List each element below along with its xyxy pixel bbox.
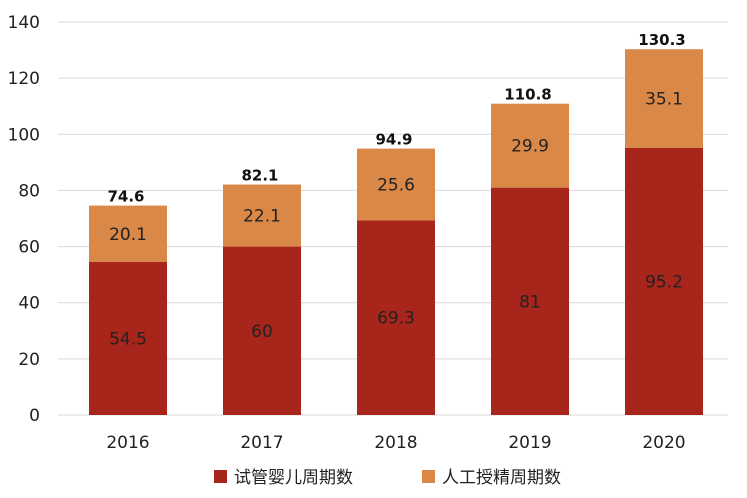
bar-segment-ivf <box>89 262 167 415</box>
segment-value-label: 20.1 <box>109 225 147 245</box>
legend: 试管婴儿周期数 人工授精周期数 <box>214 468 561 488</box>
bar-total-label: 74.6 <box>107 188 144 206</box>
x-tick-label: 2020 <box>642 433 685 453</box>
x-tick-label: 2016 <box>106 433 149 453</box>
y-tick-label: 20 <box>18 350 40 370</box>
y-tick-label: 40 <box>18 294 40 314</box>
bar-total-label: 82.1 <box>241 167 278 185</box>
bar-segment-iui <box>357 148 435 221</box>
bar-segment-ivf <box>625 147 703 415</box>
segment-value-label: 69.3 <box>377 309 415 329</box>
y-tick-label: 80 <box>18 181 40 201</box>
bar-total-label: 130.3 <box>638 31 685 49</box>
segment-value-label: 54.5 <box>109 330 147 350</box>
y-tick-label: 120 <box>8 69 40 89</box>
bar-segment-ivf <box>491 187 569 415</box>
segment-value-label: 35.1 <box>645 89 683 109</box>
y-tick-label: 60 <box>18 238 40 258</box>
bar-segment-ivf <box>223 246 301 415</box>
x-axis-ticks: 2016 2017 2018 2019 2020 <box>106 433 685 453</box>
x-tick-label: 2017 <box>240 433 283 453</box>
y-axis-ticks: 0 20 40 60 80 100 120 140 <box>8 13 40 426</box>
legend-label: 试管婴儿周期数 <box>234 468 353 488</box>
y-tick-label: 0 <box>29 406 40 426</box>
x-tick-label: 2018 <box>374 433 417 453</box>
segment-value-label: 60 <box>251 322 273 342</box>
segment-value-label: 29.9 <box>511 137 549 157</box>
bar-segment-iui <box>625 49 703 148</box>
x-tick-label: 2019 <box>508 433 551 453</box>
legend-swatch <box>422 470 435 483</box>
legend-label: 人工授精周期数 <box>442 468 561 488</box>
segment-value-label: 22.1 <box>243 207 281 227</box>
bar-segment-iui <box>491 103 569 188</box>
bar-segment-iui <box>89 205 167 263</box>
bar-layer: 54.5 20.1 74.6 60 22.1 82.1 69.3 25.6 94.9 81 29.9… <box>89 31 703 415</box>
bar-segment-iui <box>223 184 301 247</box>
segment-value-label: 95.2 <box>645 272 683 292</box>
y-tick-label: 140 <box>8 13 40 33</box>
bar-total-label: 94.9 <box>375 131 412 149</box>
legend-swatch <box>214 470 227 483</box>
y-tick-label: 100 <box>8 125 40 145</box>
bar-segment-ivf <box>357 220 435 415</box>
segment-value-label: 25.6 <box>377 176 415 196</box>
bar-total-label: 110.8 <box>504 86 551 104</box>
segment-value-label: 81 <box>519 292 541 312</box>
